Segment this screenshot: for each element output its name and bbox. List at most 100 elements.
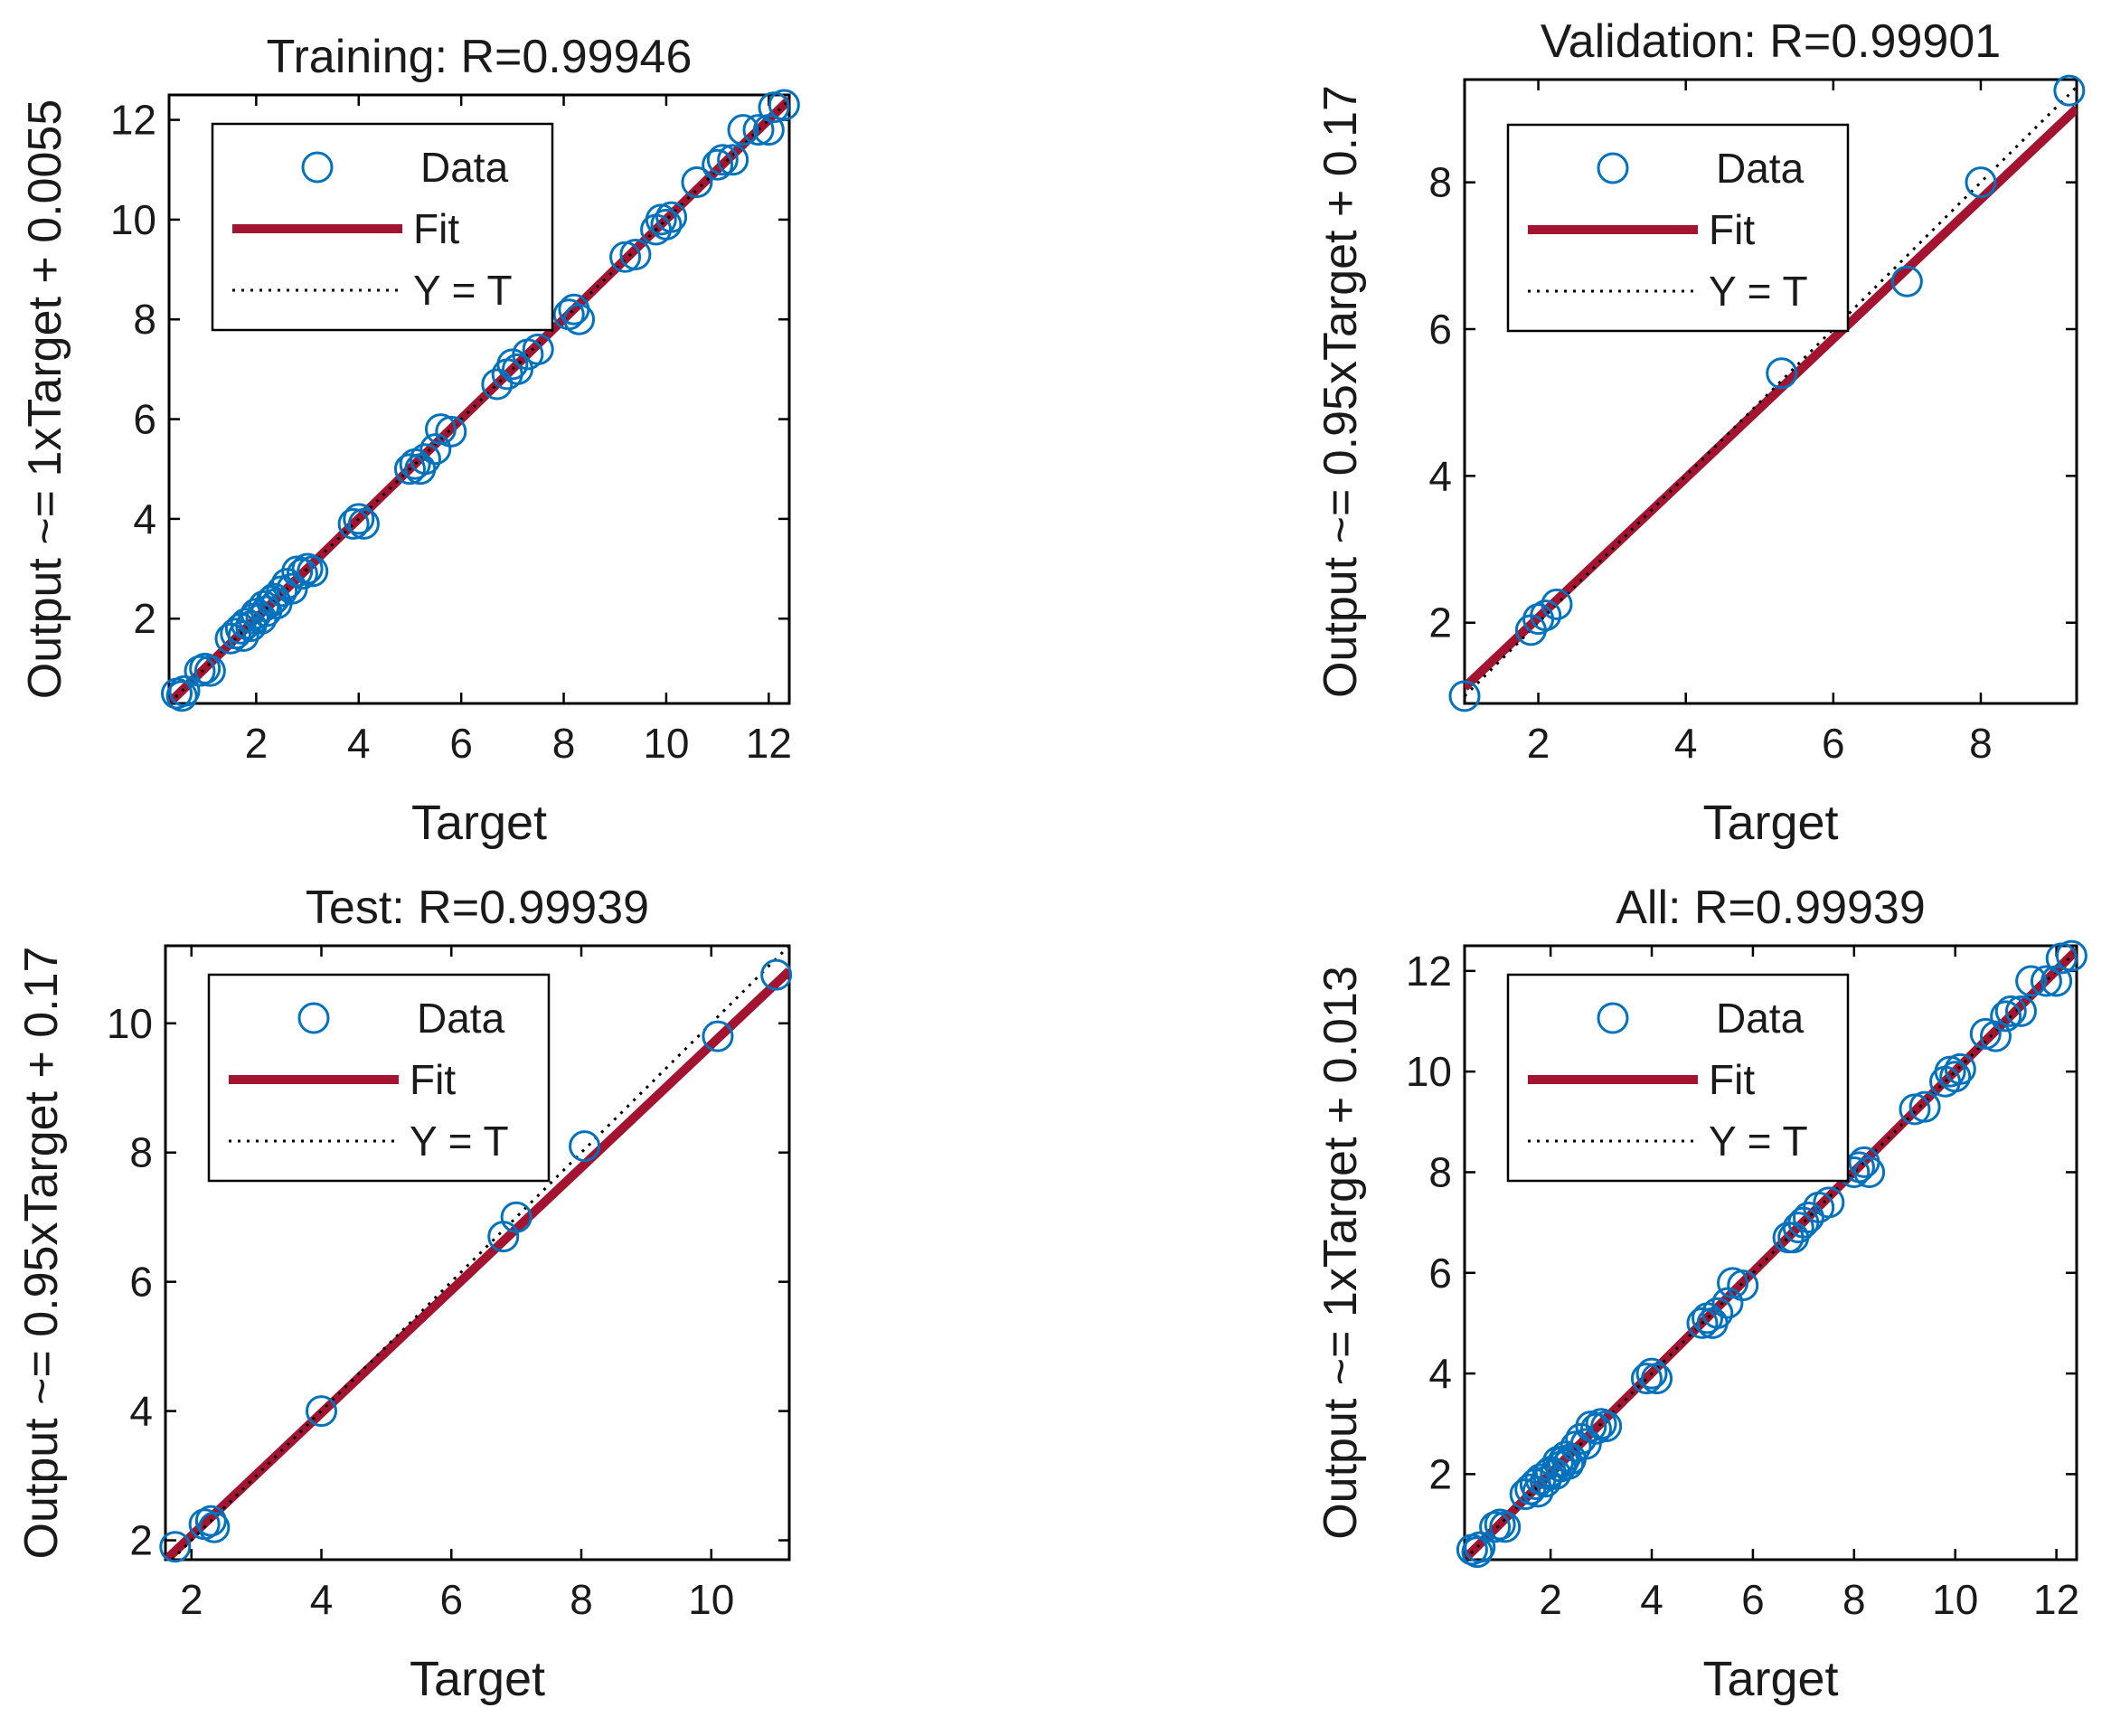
data-point <box>1939 1061 1972 1093</box>
data-point <box>343 503 375 535</box>
y-tick-label: 4 <box>1428 452 1452 499</box>
x-tick-label: 10 <box>1932 1576 1978 1623</box>
x-tick-label: 4 <box>1640 1576 1663 1623</box>
legend: Data Fit Y = T <box>1506 123 1850 333</box>
x-tick-label: 2 <box>245 720 269 767</box>
identity-line <box>170 946 789 1560</box>
y-tick-label: 2 <box>133 595 156 642</box>
data-point <box>522 333 554 365</box>
y-tick-label: 8 <box>129 1129 153 1176</box>
data-point <box>1944 1052 1976 1085</box>
data-point <box>496 348 529 381</box>
x-tick-label: 8 <box>552 720 576 767</box>
legend-entry: Y = T <box>1709 1118 1808 1165</box>
y-tick-label: 2 <box>1428 599 1452 646</box>
data-point <box>194 1505 227 1537</box>
chart-title: All: R=0.99939 <box>1616 882 1926 934</box>
data-point <box>2030 965 2062 997</box>
x-tick-label: 6 <box>1741 1576 1765 1623</box>
data-point <box>702 148 734 181</box>
data-point <box>1530 599 1562 632</box>
data-point <box>306 1395 337 1428</box>
regression-panel: 2 4 6 8 10 2 4 6 8 10 Test: R=0.99939 Target Output … <box>15 882 793 1706</box>
x-tick-label: 6 <box>439 1576 463 1623</box>
data-point <box>409 443 441 476</box>
data-point <box>2055 939 2087 972</box>
x-axis-label: Target <box>1702 796 1838 850</box>
y-tick-label: 6 <box>129 1259 153 1306</box>
data-point <box>297 555 329 588</box>
legend-entry: Fit <box>413 205 459 252</box>
data-point <box>768 89 800 121</box>
x-tick-label: 6 <box>1822 720 1845 767</box>
data-point <box>481 368 514 401</box>
data-point <box>569 1130 601 1163</box>
y-tick-label: 8 <box>1428 159 1452 206</box>
y-tick-label: 10 <box>1406 1048 1452 1095</box>
legend-entry: Y = T <box>410 1118 509 1165</box>
legend-entry: Y = T <box>413 267 513 314</box>
y-tick-label: 8 <box>1428 1148 1452 1195</box>
data-point <box>1701 1297 1734 1329</box>
data-point <box>1448 680 1481 712</box>
data-point <box>1965 166 1997 199</box>
data-point <box>563 303 596 335</box>
data-point <box>337 507 370 540</box>
data-point <box>347 507 380 540</box>
x-tick-label: 6 <box>449 720 473 767</box>
legend-data-marker <box>1597 152 1629 184</box>
data-point <box>1489 1511 1522 1543</box>
data-point <box>393 453 426 486</box>
x-axis-label: Target <box>411 796 547 850</box>
data-point <box>1484 1508 1516 1541</box>
x-tick-label: 12 <box>2033 1576 2079 1623</box>
data-point <box>2053 74 2086 107</box>
data-point <box>1813 1186 1845 1219</box>
data-point <box>500 1201 532 1233</box>
x-tick-label: 4 <box>310 1576 334 1623</box>
y-tick-label: 6 <box>1428 306 1452 353</box>
x-axis-label: Target <box>410 1652 545 1706</box>
y-tick-label: 2 <box>1428 1450 1452 1497</box>
y-tick-label: 4 <box>133 495 156 542</box>
data-point <box>1979 1020 2012 1052</box>
data-point <box>1585 1408 1617 1440</box>
x-tick-label: 4 <box>347 720 371 767</box>
data-point <box>2004 995 2037 1027</box>
legend-data-marker <box>301 151 334 184</box>
data-point <box>165 680 198 712</box>
data-point <box>619 239 652 271</box>
data-point <box>1635 1357 1668 1390</box>
legend: Data Fit Y = T <box>211 122 554 332</box>
y-tick-label: 4 <box>129 1388 153 1435</box>
data-point <box>198 1511 231 1543</box>
data-point <box>1766 357 1798 390</box>
data-point <box>742 114 775 146</box>
x-tick-label: 4 <box>1674 720 1698 767</box>
data-point <box>760 958 793 991</box>
data-point <box>168 675 201 707</box>
x-tick-label: 10 <box>643 720 689 767</box>
data-point <box>1782 1212 1814 1244</box>
x-tick-label: 8 <box>570 1576 593 1623</box>
x-tick-label: 2 <box>1527 720 1550 767</box>
x-tick-label: 8 <box>1969 720 1993 767</box>
data-point <box>2015 965 2048 997</box>
legend-data-marker <box>1597 1002 1629 1034</box>
data-point <box>727 114 759 146</box>
data-point <box>1890 265 1923 297</box>
data-point <box>1990 1000 2022 1033</box>
data-point <box>1853 1156 1886 1188</box>
data-point <box>1479 1511 1512 1543</box>
data-point <box>1727 1269 1759 1302</box>
legend-entry: Fit <box>410 1056 456 1103</box>
data-point <box>1630 1363 1663 1395</box>
y-tick-label: 12 <box>110 97 156 144</box>
regression-panel: 2 4 6 8 10 12 2 4 6 8 10 12 All: R=0.99939 Target Outp… <box>1315 882 2087 1706</box>
y-tick-label: 10 <box>110 196 156 243</box>
legend-entry: Y = T <box>1709 268 1808 315</box>
data-point <box>655 201 688 233</box>
legend-entry: Data <box>1716 995 1805 1042</box>
chart-title: Validation: R=0.99901 <box>1541 15 2001 68</box>
